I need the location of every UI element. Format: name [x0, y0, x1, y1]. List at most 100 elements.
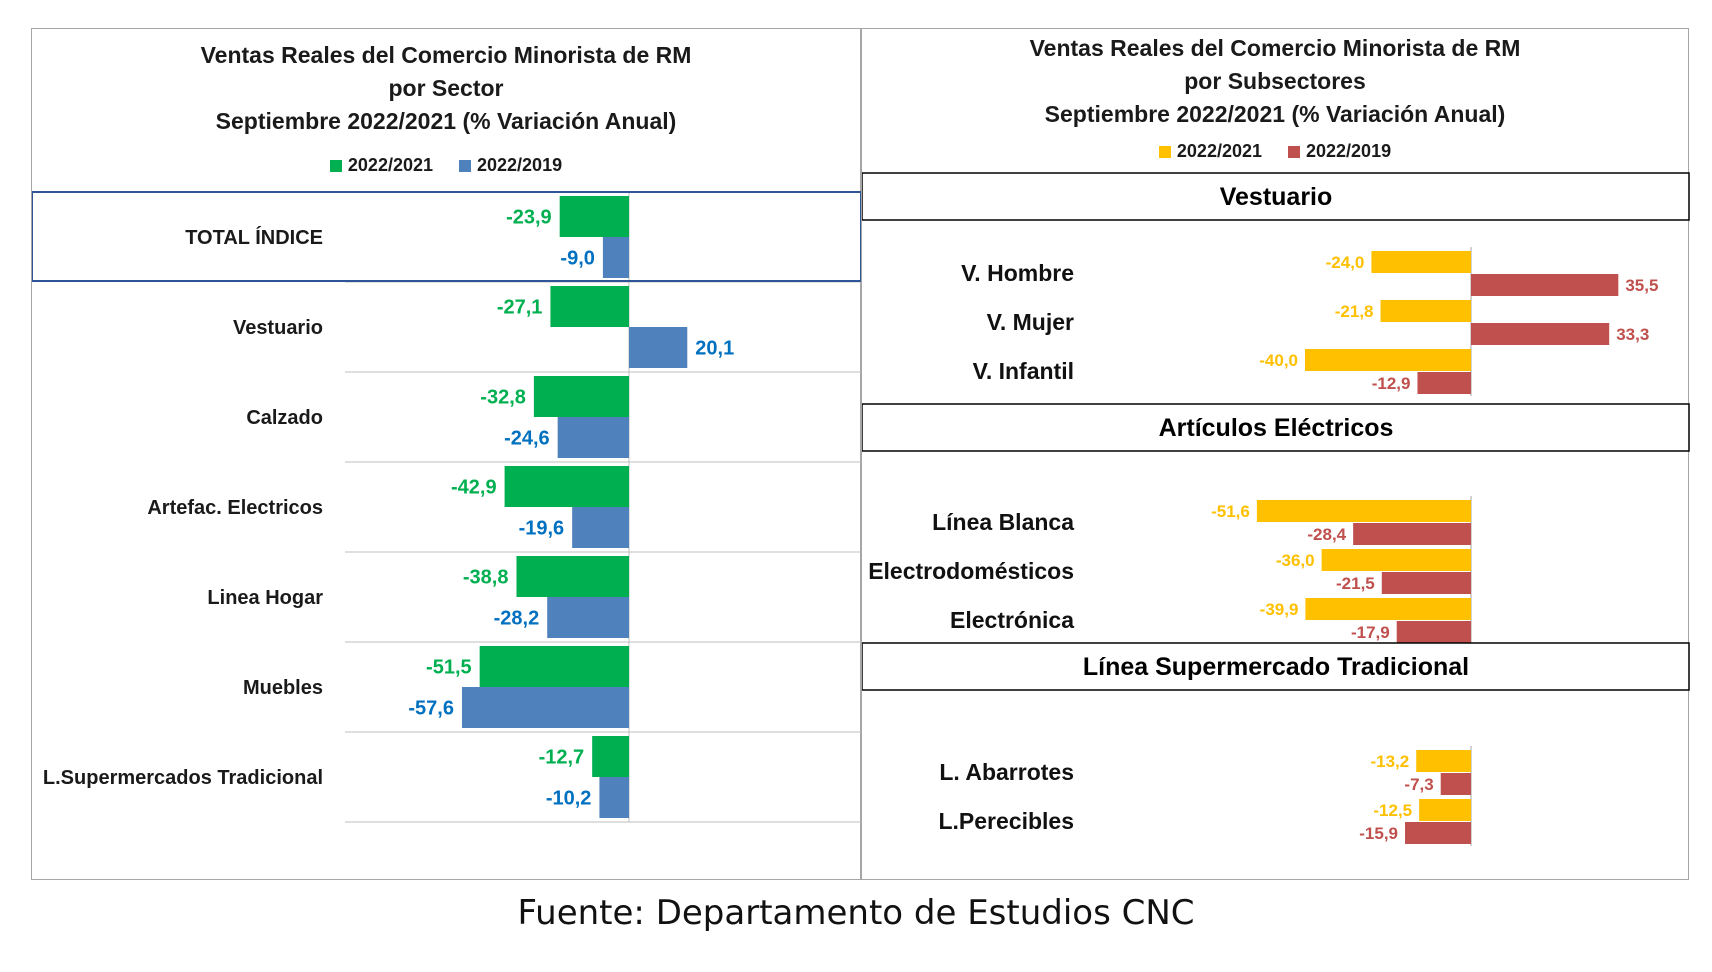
category-label: L.Perecibles: [938, 808, 1074, 834]
data-label: 20,1: [695, 338, 734, 360]
group-header: Artículos Eléctricos: [1159, 414, 1394, 442]
bar-2022-2019: [1405, 822, 1471, 844]
data-label: -10,2: [546, 788, 592, 810]
group-header: Vestuario: [1220, 183, 1333, 211]
bar-2022-2021: [1305, 598, 1471, 620]
bar-2022-2019: [1471, 274, 1619, 296]
right-chart-plot: Vestuario V. Hombre -24,0 35,5 V. Mujer -21,8…: [862, 172, 1690, 846]
category-label: V. Infantil: [973, 358, 1074, 384]
bar-2022-2019: [1417, 372, 1471, 394]
bar-2022-2021: [516, 556, 629, 597]
group-header-box: [862, 642, 1690, 691]
data-label: -32,8: [480, 387, 526, 409]
right-title-line-3: Septiembre 2022/2021 (% Variación Anual): [1044, 101, 1506, 127]
bar-2022-2019: [602, 237, 629, 278]
category-label: Muebles: [243, 677, 323, 699]
data-label: -27,1: [497, 297, 543, 319]
data-label: -36,0: [1276, 551, 1315, 570]
data-label: -28,2: [494, 608, 540, 630]
data-label: -39,9: [1260, 600, 1299, 619]
legend-label: 2022/2021: [347, 155, 433, 175]
right-legend-item-2: 2022/2019: [1288, 141, 1391, 162]
left-legend: 2022/2021 2022/2019: [32, 155, 860, 176]
category-label: Calzado: [246, 407, 323, 429]
legend-swatch-red: [1288, 145, 1300, 158]
bar-2022-2019: [1471, 323, 1610, 345]
bar-2022-2019: [1440, 773, 1471, 795]
bar-2022-2021: [533, 376, 629, 417]
left-chart-plot: TOTAL ÍNDICE -23,9 -9,0 Vestuario -27,1 20,1 C…: [32, 191, 862, 823]
data-label: -40,0: [1259, 351, 1298, 370]
data-label: -12,7: [539, 747, 585, 769]
total-highlight-box: [32, 191, 862, 282]
bar-2022-2021: [559, 196, 629, 237]
bar-2022-2019: [461, 687, 629, 728]
bar-2022-2021: [1380, 300, 1471, 322]
group-header-box: [862, 172, 1690, 221]
category-label: Electrónica: [950, 607, 1074, 633]
right-legend: 2022/2021 2022/2019: [862, 141, 1688, 162]
right-chart-title: Ventas Reales del Comercio Minorista de …: [862, 32, 1688, 131]
category-label: Electrodomésticos: [868, 558, 1074, 584]
left-chart-panel: Ventas Reales del Comercio Minorista de …: [31, 28, 862, 880]
legend-swatch-green: [329, 159, 342, 172]
data-label: 35,5: [1625, 276, 1658, 295]
data-label: -38,8: [463, 567, 509, 589]
bar-2022-2021: [1256, 500, 1471, 522]
data-label: -28,4: [1307, 525, 1346, 544]
category-label: V. Mujer: [987, 309, 1074, 335]
bar-2022-2019: [599, 777, 629, 818]
left-chart-title: Ventas Reales del Comercio Minorista de …: [32, 39, 860, 138]
category-label: Línea Blanca: [932, 509, 1074, 535]
right-title-line-1: Ventas Reales del Comercio Minorista de …: [1029, 35, 1521, 61]
bar-2022-2021: [1321, 549, 1471, 571]
left-legend-item-2: 2022/2019: [459, 155, 562, 176]
bar-2022-2021: [1419, 799, 1471, 821]
data-label: 33,3: [1616, 325, 1649, 344]
left-legend-item-1: 2022/2021: [329, 155, 433, 176]
data-label: -57,6: [408, 698, 454, 720]
left-title-line-1: Ventas Reales del Comercio Minorista de …: [200, 42, 692, 68]
data-label: -51,6: [1211, 502, 1250, 521]
data-label: -24,0: [1326, 253, 1365, 272]
data-label: -23,9: [506, 207, 552, 229]
data-label: -19,6: [519, 518, 565, 540]
category-label: Vestuario: [233, 317, 323, 339]
bar-2022-2021: [1416, 750, 1471, 772]
legend-label: 2022/2019: [477, 155, 563, 175]
bar-2022-2019: [547, 597, 629, 638]
data-label: -21,8: [1335, 302, 1374, 321]
left-title-line-2: por Sector: [388, 75, 504, 101]
legend-label: 2022/2019: [1306, 141, 1392, 161]
data-label: -13,2: [1370, 752, 1409, 771]
legend-label: 2022/2021: [1176, 141, 1262, 161]
data-label: -12,9: [1372, 374, 1411, 393]
data-label: -42,9: [451, 477, 497, 499]
bar-2022-2019: [629, 327, 688, 368]
category-label: Linea Hogar: [207, 587, 323, 609]
data-label: -7,3: [1404, 775, 1433, 794]
bar-2022-2021: [504, 466, 629, 507]
data-label: -15,9: [1359, 824, 1398, 843]
data-label: -51,5: [426, 657, 472, 679]
bar-2022-2019: [572, 507, 629, 548]
right-legend-item-1: 2022/2021: [1158, 141, 1262, 162]
source-note: Fuente: Departamento de Estudios CNC: [517, 893, 1195, 933]
group-header-box: [862, 403, 1690, 452]
data-label: -21,5: [1336, 574, 1375, 593]
bar-2022-2019: [1381, 572, 1471, 594]
bar-2022-2021: [1371, 251, 1471, 273]
category-label: V. Hombre: [961, 260, 1074, 286]
bar-2022-2019: [1353, 523, 1471, 545]
bar-2022-2021: [479, 646, 629, 687]
bar-2022-2021: [1305, 349, 1471, 371]
category-label: L. Abarrotes: [939, 759, 1074, 785]
data-label: -24,6: [504, 428, 550, 450]
data-label: -17,9: [1351, 623, 1390, 642]
bar-2022-2019: [557, 417, 629, 458]
category-label: TOTAL ÍNDICE: [185, 226, 323, 249]
bar-2022-2021: [550, 286, 629, 327]
right-title-line-2: por Subsectores: [1184, 68, 1366, 94]
group-header: Línea Supermercado Tradicional: [1083, 653, 1469, 681]
data-label: -9,0: [560, 248, 594, 270]
